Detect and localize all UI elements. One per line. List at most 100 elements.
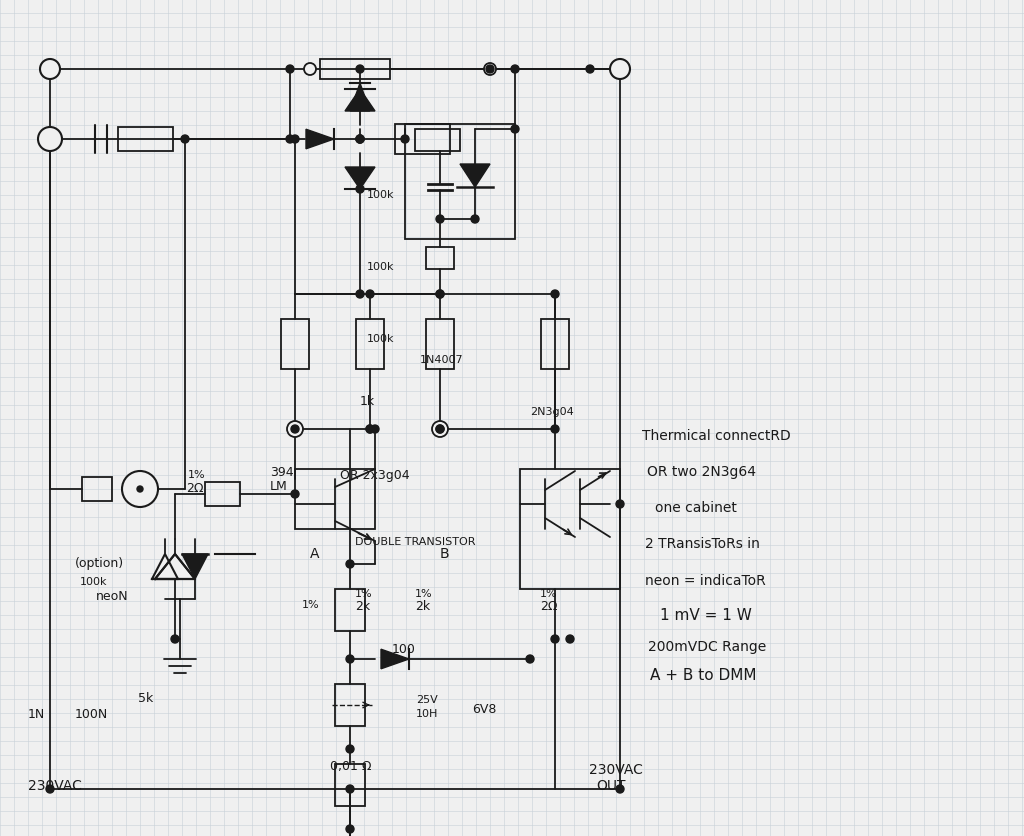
Bar (335, 684, 365, 726)
Bar (335, 764, 365, 806)
Text: one cabinet: one cabinet (655, 501, 737, 514)
Text: 0,01 Ω: 0,01 Ω (330, 759, 372, 772)
Circle shape (40, 60, 60, 80)
Text: 1%: 1% (415, 589, 432, 599)
Bar (541, 319, 569, 370)
Circle shape (551, 426, 559, 434)
Circle shape (291, 491, 299, 498)
Text: OR two 2N3g64: OR two 2N3g64 (647, 465, 756, 478)
Circle shape (511, 126, 519, 134)
Circle shape (366, 426, 374, 434)
Bar (205, 482, 240, 507)
Circle shape (287, 421, 303, 437)
Bar (426, 247, 454, 270)
Circle shape (432, 421, 449, 437)
Text: OR 2x3g04: OR 2x3g04 (340, 468, 410, 482)
Circle shape (291, 135, 299, 144)
Text: 10H: 10H (416, 708, 438, 718)
Circle shape (586, 66, 594, 74)
Circle shape (436, 426, 444, 434)
Text: 1%: 1% (355, 589, 373, 599)
Circle shape (38, 128, 62, 152)
Bar (356, 319, 384, 370)
Bar (395, 125, 450, 155)
Text: neon = indicaToR: neon = indicaToR (645, 573, 766, 588)
Circle shape (346, 560, 354, 568)
Circle shape (46, 785, 54, 793)
Text: 1%: 1% (188, 470, 206, 479)
Circle shape (366, 426, 374, 434)
Bar (319, 60, 390, 80)
Circle shape (366, 291, 374, 298)
Circle shape (610, 60, 630, 80)
Text: 25V: 25V (416, 694, 437, 704)
Text: 100k: 100k (80, 576, 108, 586)
Text: 2 TRansisToRs in: 2 TRansisToRs in (645, 537, 760, 550)
Text: 2k: 2k (355, 599, 370, 612)
Text: Thermical connectRD: Thermical connectRD (642, 429, 791, 442)
Text: A: A (310, 547, 319, 560)
Circle shape (436, 426, 444, 434)
Bar (406, 125, 515, 240)
Circle shape (122, 472, 158, 507)
Polygon shape (381, 650, 409, 669)
Text: 1k: 1k (360, 395, 375, 407)
Circle shape (436, 291, 444, 298)
Circle shape (371, 426, 379, 434)
Circle shape (346, 825, 354, 833)
Text: 1%: 1% (302, 599, 319, 609)
Text: 1%: 1% (540, 589, 558, 599)
Circle shape (526, 655, 534, 663)
Text: 100k: 100k (367, 334, 394, 344)
Text: 1N: 1N (28, 707, 45, 720)
Bar (415, 130, 460, 152)
Circle shape (551, 291, 559, 298)
Circle shape (471, 216, 479, 224)
Text: B: B (440, 547, 450, 560)
Text: 2k: 2k (415, 599, 430, 612)
Text: 100N: 100N (75, 707, 109, 720)
Circle shape (291, 426, 299, 434)
Circle shape (286, 135, 294, 144)
Text: 394: 394 (270, 466, 294, 478)
Circle shape (137, 487, 143, 492)
Circle shape (356, 186, 364, 194)
Bar (118, 128, 173, 152)
Text: 2Ω: 2Ω (540, 599, 557, 612)
Text: 2N3g04: 2N3g04 (530, 406, 573, 416)
Circle shape (286, 66, 294, 74)
Polygon shape (182, 554, 208, 579)
Circle shape (346, 745, 354, 753)
Text: 100k: 100k (367, 190, 394, 200)
Polygon shape (306, 130, 334, 150)
Polygon shape (345, 168, 375, 190)
Text: 1 mV = 1 W: 1 mV = 1 W (660, 607, 752, 622)
Polygon shape (152, 554, 178, 579)
Circle shape (356, 66, 364, 74)
Circle shape (356, 135, 364, 144)
Bar (520, 470, 620, 589)
Circle shape (346, 785, 354, 793)
Text: OUT: OUT (596, 778, 626, 792)
Bar (295, 470, 375, 529)
Text: 100: 100 (392, 642, 416, 655)
Circle shape (566, 635, 574, 643)
Circle shape (616, 501, 624, 508)
Text: LM: LM (270, 479, 288, 492)
Text: 5k: 5k (138, 691, 154, 704)
Circle shape (356, 291, 364, 298)
Bar (426, 319, 454, 370)
Text: 230VAC: 230VAC (28, 778, 82, 792)
Circle shape (616, 785, 624, 793)
Text: (option): (option) (75, 556, 124, 569)
Circle shape (356, 135, 364, 144)
Bar (335, 589, 365, 631)
Circle shape (171, 635, 179, 643)
Circle shape (181, 135, 189, 144)
Bar (281, 319, 309, 370)
Polygon shape (155, 554, 195, 579)
Polygon shape (345, 90, 375, 112)
Polygon shape (460, 165, 490, 188)
Text: DOUBLE TRANSISTOR: DOUBLE TRANSISTOR (355, 537, 475, 547)
Text: 200mVDC Range: 200mVDC Range (648, 640, 766, 653)
